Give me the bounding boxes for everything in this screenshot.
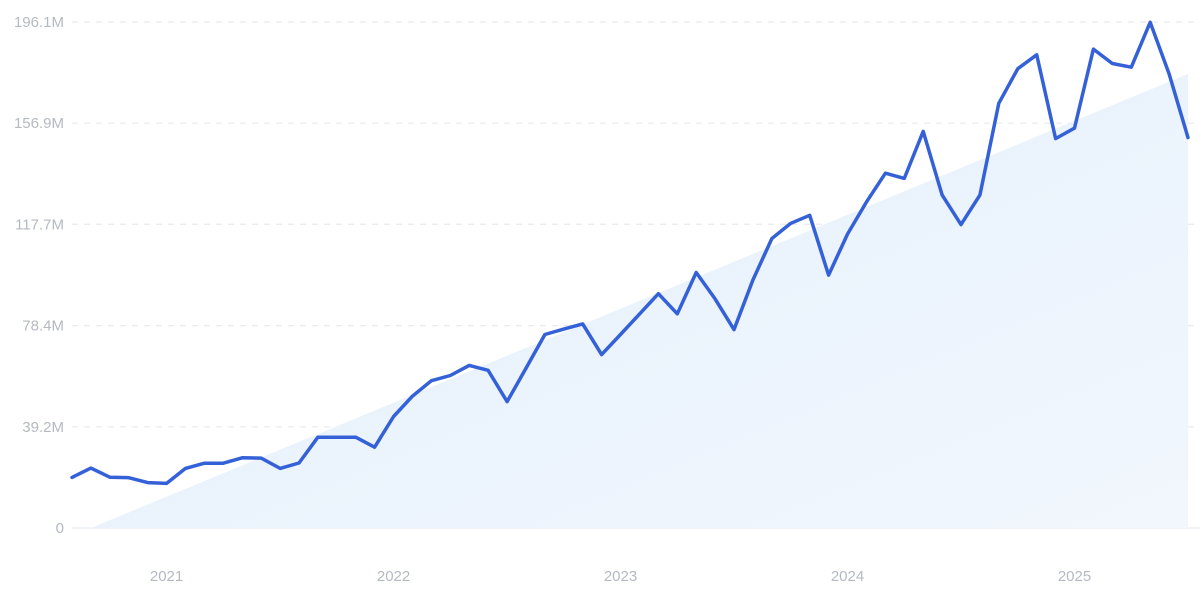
y-tick-label: 39.2M: [22, 419, 64, 436]
x-axis: 2021 2022 2023 2024 2025: [150, 568, 1091, 585]
y-tick-label: 117.7M: [15, 216, 64, 233]
x-tick-label: 2025: [1058, 568, 1091, 585]
trend-area: [90, 73, 1188, 529]
x-tick-label: 2022: [377, 568, 410, 585]
series-line: [70, 20, 1190, 486]
x-tick-label: 2024: [831, 568, 864, 585]
x-tick-label: 2023: [604, 568, 637, 585]
series-layer: [70, 20, 1190, 486]
x-tick-label: 2021: [150, 568, 183, 585]
y-tick-label: 0: [56, 520, 64, 537]
y-tick-label: 196.1M: [14, 14, 64, 31]
y-tick-label: 78.4M: [22, 318, 64, 335]
y-tick-label: 156.9M: [14, 115, 64, 132]
y-axis: 0 39.2M 78.4M 117.7M 156.9M 196.1M: [14, 14, 64, 537]
trend-layer: [90, 73, 1188, 529]
